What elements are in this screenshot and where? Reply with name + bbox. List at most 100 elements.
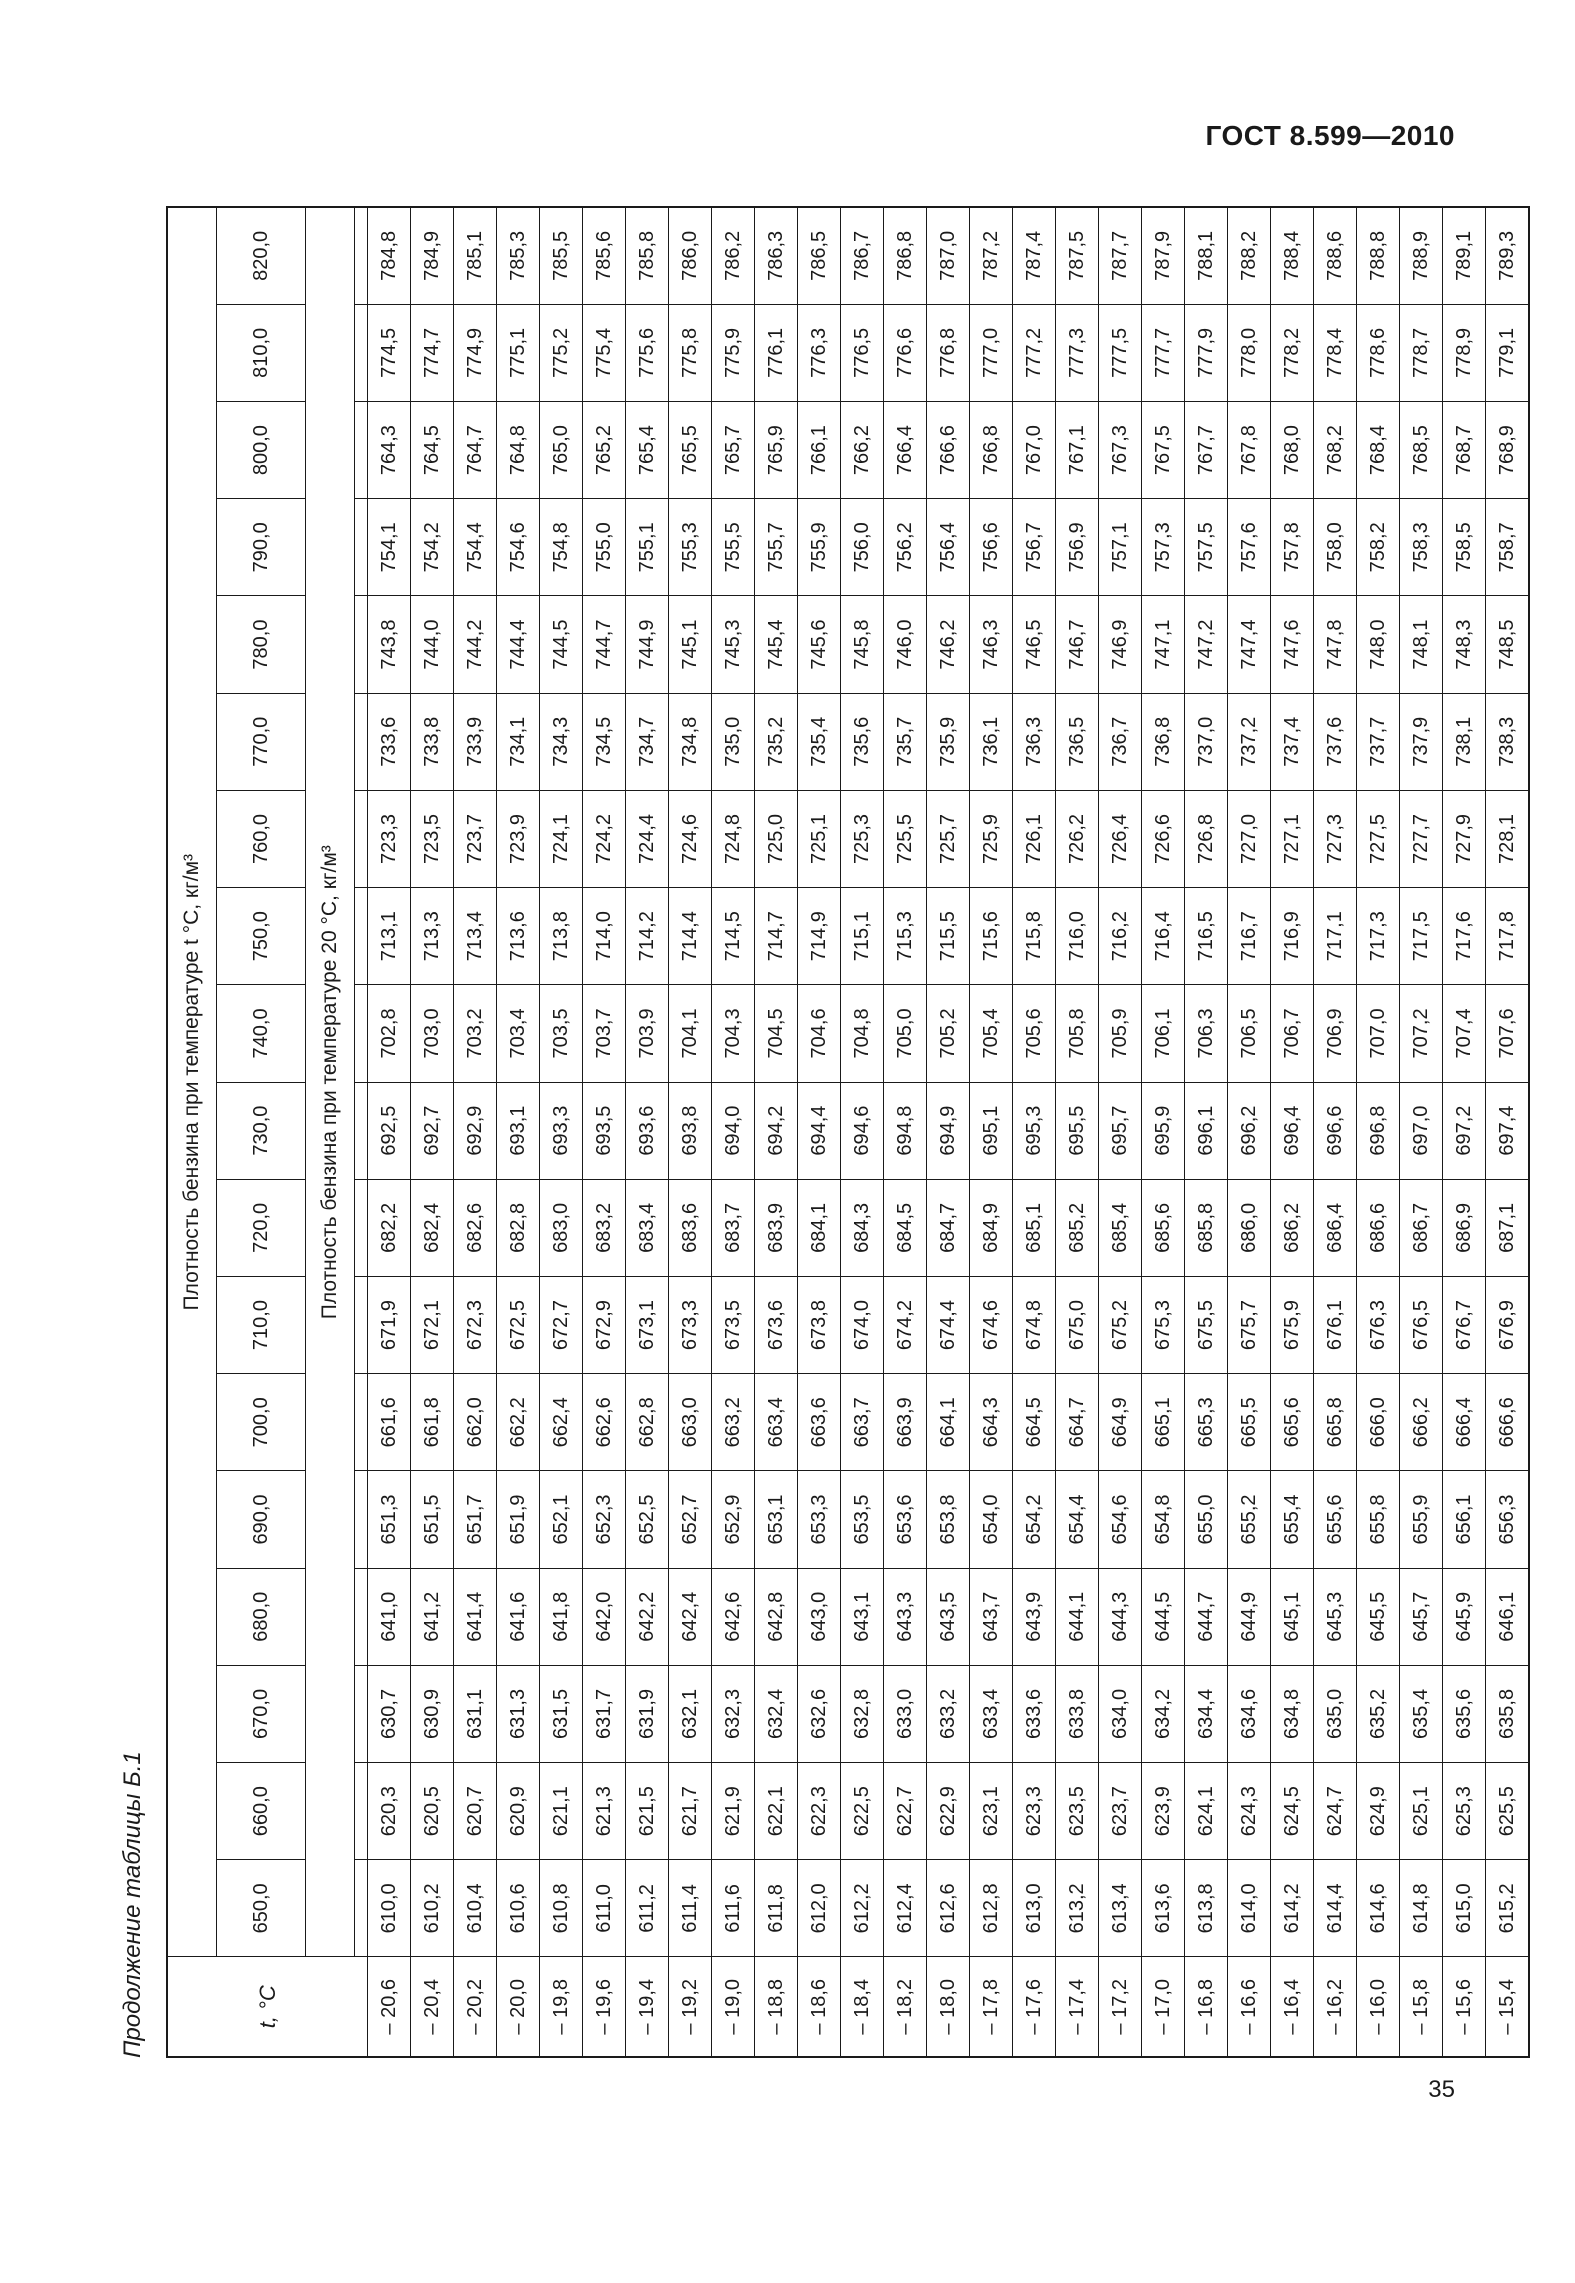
density-value-cell: 723,9 (496, 790, 540, 888)
density-value-cell: 675,5 (1184, 1276, 1228, 1374)
density-value-cell: 683,2 (582, 1179, 626, 1277)
density-value-cell: 703,9 (625, 984, 669, 1083)
density-value-cell: 611,2 (625, 1859, 669, 1957)
header-density-at-20: Плотность бензина при температуре 20 °С,… (305, 206, 355, 1957)
density-value-cell: 663,6 (797, 1373, 841, 1471)
temperature-cell: – 17,2 (1098, 1957, 1142, 2057)
density-value-cell: 746,5 (1012, 595, 1056, 694)
table-row: – 19,6 611,0 621,3 631,7 642,0 652,3 662,6 672,… (582, 206, 626, 2057)
density-value-cell: 632,6 (797, 1665, 841, 1763)
density-value-cell: 755,1 (625, 498, 669, 596)
density-value-cell: 706,3 (1184, 984, 1228, 1083)
density-value-cell: 726,8 (1184, 790, 1228, 888)
density-value-cell: 645,9 (1442, 1568, 1486, 1666)
density-value-cell: 672,7 (539, 1276, 583, 1374)
density-value-cell: 787,9 (1141, 206, 1185, 305)
density-value-cell: 784,9 (410, 206, 454, 305)
density-value-cell: 645,3 (1313, 1568, 1357, 1666)
document-code: ГОСТ 8.599—2010 (1205, 120, 1455, 151)
density-value-cell: 685,1 (1012, 1179, 1056, 1277)
density-column-header: 700,0 (216, 1373, 306, 1471)
density-value-cell: 685,2 (1055, 1179, 1099, 1277)
density-value-cell: 692,9 (453, 1082, 497, 1180)
density-value-cell: 634,4 (1184, 1665, 1228, 1763)
density-value-cell: 756,0 (840, 498, 884, 596)
density-column-header: 730,0 (216, 1082, 306, 1180)
density-value-cell: 674,6 (969, 1276, 1013, 1374)
density-value-cell: 707,0 (1356, 984, 1400, 1083)
separator-cell (354, 790, 368, 888)
separator-cell (354, 1179, 368, 1277)
density-value-cell: 758,5 (1442, 498, 1486, 596)
density-value-cell: 630,9 (410, 1665, 454, 1763)
table-row: – 16,2 614,4 624,7 635,0 645,3 655,6 665,8 676,… (1313, 206, 1357, 2057)
density-value-cell: 622,5 (840, 1762, 884, 1860)
density-value-cell: 775,2 (539, 304, 583, 402)
density-value-cell: 665,5 (1227, 1373, 1271, 1471)
density-value-cell: 696,6 (1313, 1082, 1357, 1180)
table-row: – 15,8 614,8 625,1 635,4 645,7 655,9 666,2 676,… (1399, 206, 1443, 2057)
density-value-cell: 713,8 (539, 887, 583, 985)
table-row: – 17,2 613,4 623,7 634,0 644,3 654,6 664,9 675,… (1098, 206, 1142, 2057)
density-value-cell: 697,2 (1442, 1082, 1486, 1180)
density-value-cell: 684,3 (840, 1179, 884, 1277)
density-value-cell: 661,6 (367, 1373, 411, 1471)
density-value-cell: 643,1 (840, 1568, 884, 1666)
density-value-cell: 697,4 (1485, 1082, 1529, 1180)
density-value-cell: 756,9 (1055, 498, 1099, 596)
density-value-cell: 686,0 (1227, 1179, 1271, 1277)
density-column-header: 770,0 (216, 693, 306, 791)
density-value-cell: 674,2 (883, 1276, 927, 1374)
density-value-cell: 651,9 (496, 1470, 540, 1569)
density-value-cell: 775,1 (496, 304, 540, 402)
density-value-cell: 615,0 (1442, 1859, 1486, 1957)
density-value-cell: 724,1 (539, 790, 583, 888)
density-value-cell: 641,2 (410, 1568, 454, 1666)
density-value-cell: 633,0 (883, 1665, 927, 1763)
density-value-cell: 726,6 (1141, 790, 1185, 888)
density-value-cell: 755,9 (797, 498, 841, 596)
density-value-cell: 687,1 (1485, 1179, 1529, 1277)
density-value-cell: 613,8 (1184, 1859, 1228, 1957)
density-value-cell: 778,7 (1399, 304, 1443, 402)
density-value-cell: 706,9 (1313, 984, 1357, 1083)
density-value-cell: 613,4 (1098, 1859, 1142, 1957)
density-column-header: 650,0 (216, 1859, 306, 1957)
density-value-cell: 620,3 (367, 1762, 411, 1860)
density-value-cell: 747,6 (1270, 595, 1314, 694)
density-value-cell: 614,0 (1227, 1859, 1271, 1957)
density-value-cell: 672,9 (582, 1276, 626, 1374)
density-value-cell: 776,1 (754, 304, 798, 402)
density-value-cell: 624,5 (1270, 1762, 1314, 1860)
density-value-cell: 723,7 (453, 790, 497, 888)
density-value-cell: 724,4 (625, 790, 669, 888)
density-value-cell: 743,8 (367, 595, 411, 694)
density-value-cell: 746,3 (969, 595, 1013, 694)
density-value-cell: 621,3 (582, 1762, 626, 1860)
density-value-cell: 747,1 (1141, 595, 1185, 694)
density-value-cell: 714,4 (668, 887, 712, 985)
density-value-cell: 787,5 (1055, 206, 1099, 305)
density-value-cell: 694,4 (797, 1082, 841, 1180)
density-value-cell: 776,8 (926, 304, 970, 402)
density-value-cell: 704,6 (797, 984, 841, 1083)
temperature-cell: – 18,2 (883, 1957, 927, 2057)
density-value-cell: 756,6 (969, 498, 1013, 596)
table-caption: Продолжение таблицы Б.1 (119, 1751, 146, 2058)
density-value-cell: 696,4 (1270, 1082, 1314, 1180)
density-value-cell: 777,9 (1184, 304, 1228, 402)
density-value-cell: 621,7 (668, 1762, 712, 1860)
density-value-cell: 613,0 (1012, 1859, 1056, 1957)
density-value-cell: 612,0 (797, 1859, 841, 1957)
density-value-cell: 724,6 (668, 790, 712, 888)
density-value-cell: 705,9 (1098, 984, 1142, 1083)
density-value-cell: 778,0 (1227, 304, 1271, 402)
density-value-cell: 653,5 (840, 1470, 884, 1569)
density-value-cell: 784,8 (367, 206, 411, 305)
density-value-cell: 715,6 (969, 887, 1013, 985)
density-value-cell: 633,4 (969, 1665, 1013, 1763)
temperature-cell: – 15,8 (1399, 1957, 1443, 2057)
density-value-cell: 734,8 (668, 693, 712, 791)
density-value-cell: 632,1 (668, 1665, 712, 1763)
density-value-cell: 705,6 (1012, 984, 1056, 1083)
